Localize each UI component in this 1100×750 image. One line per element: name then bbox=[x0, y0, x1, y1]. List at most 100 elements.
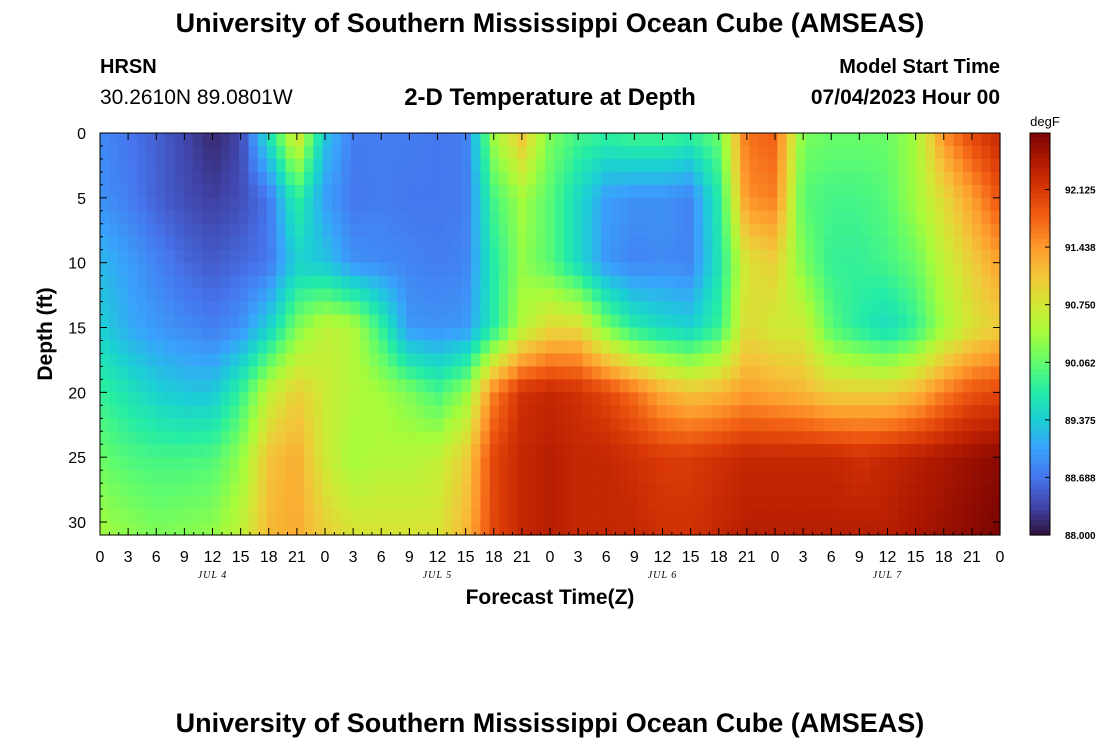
heatmap-cell bbox=[202, 236, 212, 251]
heatmap-cell bbox=[127, 158, 138, 173]
heatmap-cell bbox=[712, 133, 723, 147]
heatmap-cell bbox=[294, 184, 305, 199]
heatmap-cell bbox=[972, 262, 983, 277]
heatmap-cell bbox=[304, 171, 314, 186]
heatmap-cell bbox=[378, 418, 389, 432]
heatmap-cell bbox=[944, 145, 955, 160]
heatmap-cell bbox=[396, 496, 407, 510]
heatmap-cell bbox=[981, 496, 992, 510]
heatmap-cell bbox=[508, 327, 519, 342]
heatmap-cell bbox=[369, 184, 379, 199]
heatmap-cell bbox=[220, 236, 231, 251]
heatmap-cell bbox=[471, 392, 482, 406]
heatmap-cell bbox=[851, 275, 862, 290]
heatmap-cell bbox=[517, 301, 528, 316]
heatmap-cell bbox=[870, 288, 880, 303]
heatmap-cell bbox=[313, 223, 324, 238]
heatmap-cell bbox=[267, 405, 277, 419]
heatmap-cell bbox=[832, 158, 843, 173]
heatmap-cell bbox=[582, 197, 593, 212]
heatmap-cell bbox=[536, 470, 546, 484]
heatmap-cell bbox=[870, 496, 880, 510]
colorbar-band bbox=[1030, 173, 1050, 179]
heatmap-cell bbox=[526, 236, 537, 251]
heatmap-cell bbox=[443, 236, 454, 251]
heatmap-cell bbox=[294, 288, 305, 303]
heatmap-cell bbox=[972, 392, 983, 406]
heatmap-cell bbox=[582, 158, 593, 173]
heatmap-cell bbox=[331, 496, 342, 510]
heatmap-cell bbox=[331, 197, 342, 212]
heatmap-cell bbox=[183, 405, 194, 419]
heatmap-cell bbox=[665, 353, 676, 368]
heatmap-cell bbox=[471, 314, 482, 329]
heatmap-cell bbox=[972, 314, 983, 329]
colorbar-band bbox=[1030, 464, 1050, 471]
heatmap-cell bbox=[146, 483, 157, 497]
heatmap-cell bbox=[665, 158, 676, 173]
heatmap-cell bbox=[628, 405, 639, 419]
heatmap-cell bbox=[508, 288, 519, 303]
heatmap-cell bbox=[174, 223, 185, 238]
heatmap-cell bbox=[721, 509, 732, 523]
heatmap-cell bbox=[331, 236, 342, 251]
heatmap-cell bbox=[925, 184, 936, 199]
heatmap-cell bbox=[675, 249, 686, 264]
heatmap-cell bbox=[341, 522, 352, 536]
heatmap-cell bbox=[601, 210, 611, 225]
heatmap-cell bbox=[146, 133, 157, 147]
heatmap-cell bbox=[851, 457, 862, 471]
heatmap-cell bbox=[155, 158, 166, 173]
heatmap-cell bbox=[619, 509, 630, 523]
heatmap-cell bbox=[981, 236, 992, 251]
colorbar-band bbox=[1030, 444, 1050, 451]
heatmap-cell bbox=[387, 418, 398, 432]
heatmap-cell bbox=[851, 496, 862, 510]
heatmap-cell bbox=[100, 379, 110, 393]
heatmap-cell bbox=[489, 301, 500, 316]
heatmap-cell bbox=[851, 133, 862, 147]
heatmap-cell bbox=[127, 210, 138, 225]
heatmap-cell bbox=[591, 509, 602, 523]
heatmap-cell bbox=[257, 431, 268, 445]
heatmap-cell bbox=[675, 301, 686, 316]
heatmap-cell bbox=[814, 236, 825, 251]
heatmap-cell bbox=[870, 197, 880, 212]
heatmap-cell bbox=[434, 197, 444, 212]
heatmap-cell bbox=[814, 392, 825, 406]
heatmap-cell bbox=[823, 431, 834, 445]
heatmap-cell bbox=[359, 288, 370, 303]
heatmap-cell bbox=[684, 327, 695, 342]
heatmap-cell bbox=[703, 275, 713, 290]
heatmap-cell bbox=[350, 301, 361, 316]
heatmap-cell bbox=[749, 431, 760, 445]
heatmap-cell bbox=[304, 379, 314, 393]
x-tick-label: 0 bbox=[996, 549, 1005, 566]
heatmap-cell bbox=[443, 275, 454, 290]
heatmap-cell bbox=[471, 340, 482, 355]
heatmap-cell bbox=[842, 405, 853, 419]
heatmap-cell bbox=[601, 314, 611, 329]
heatmap-cell bbox=[257, 314, 268, 329]
heatmap-cell bbox=[480, 483, 491, 497]
heatmap-cell bbox=[146, 496, 157, 510]
heatmap-cell bbox=[944, 171, 955, 186]
heatmap-cell bbox=[257, 379, 268, 393]
heatmap-cell bbox=[907, 288, 918, 303]
heatmap-cell bbox=[229, 353, 240, 368]
heatmap-cell bbox=[100, 418, 110, 432]
heatmap-cell bbox=[471, 301, 482, 316]
heatmap-cell bbox=[758, 262, 769, 277]
heatmap-cell bbox=[229, 184, 240, 199]
day-label: JUL 4 bbox=[198, 570, 228, 581]
heatmap-cell bbox=[758, 184, 769, 199]
heatmap-cell bbox=[768, 340, 778, 355]
heatmap-cell bbox=[331, 522, 342, 536]
heatmap-cell bbox=[294, 405, 305, 419]
heatmap-cell bbox=[814, 431, 825, 445]
heatmap-cell bbox=[656, 353, 667, 368]
heatmap-cell bbox=[118, 236, 129, 251]
heatmap-cell bbox=[907, 275, 918, 290]
heatmap-cell bbox=[127, 418, 138, 432]
heatmap-cell bbox=[536, 444, 546, 458]
